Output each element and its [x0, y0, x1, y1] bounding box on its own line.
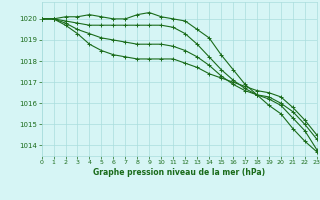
X-axis label: Graphe pression niveau de la mer (hPa): Graphe pression niveau de la mer (hPa) [93, 168, 265, 177]
